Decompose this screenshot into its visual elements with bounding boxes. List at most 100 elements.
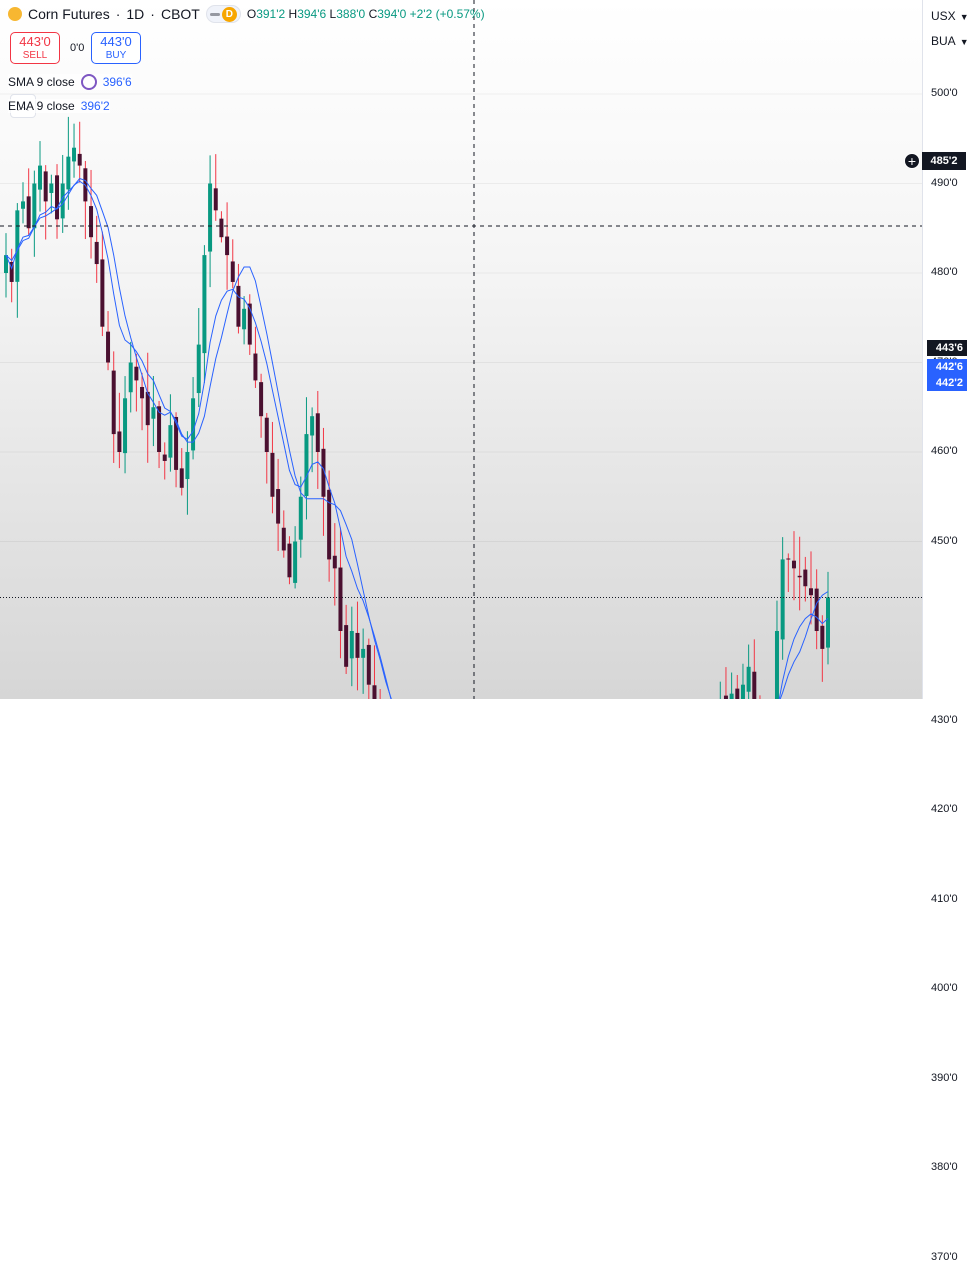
candle-body	[77, 153, 82, 166]
candle-body	[332, 555, 337, 569]
currency-selector[interactable]: USX ▼	[931, 9, 969, 23]
candle-body	[774, 631, 779, 699]
candle-body	[253, 353, 258, 381]
candle-body	[366, 644, 371, 685]
candle-body	[89, 206, 94, 238]
chevron-down-icon: ▼	[959, 12, 969, 22]
candle-body	[145, 391, 150, 426]
exchange-label: CBOT	[160, 6, 200, 22]
candle-body	[213, 188, 218, 211]
candle-body	[820, 625, 825, 649]
market-status-pill[interactable]: D	[205, 5, 241, 23]
candle-body	[808, 588, 813, 596]
candle-body	[26, 196, 31, 229]
candle-body	[38, 165, 43, 190]
candle-body	[208, 183, 213, 252]
price-chart[interactable]	[0, 0, 922, 699]
candle-body	[106, 331, 111, 363]
candle-body	[752, 671, 757, 699]
buy-button[interactable]: 443'0 BUY	[91, 32, 141, 64]
ema-price-label: 442'2	[927, 375, 967, 391]
candle-body	[814, 588, 819, 631]
candle-body	[60, 183, 65, 219]
chart-plot-area[interactable]	[0, 0, 922, 699]
interval-label[interactable]: 1D	[126, 6, 145, 22]
symbol-name[interactable]: Corn Futures	[28, 6, 110, 22]
candle-body	[826, 597, 830, 648]
open-value: 391'2	[256, 7, 286, 21]
candle-body	[94, 241, 99, 265]
candle-body	[32, 183, 37, 229]
indicator-ema[interactable]: EMA 9 close 396'2	[8, 99, 110, 113]
separator: ·	[150, 6, 155, 22]
high-value: 394'6	[297, 7, 327, 21]
candle-body	[803, 569, 808, 587]
candle-body	[298, 496, 303, 540]
ohlc-values: O391'2 H394'6 L388'0 C394'0 +2'2 (+0.57%…	[246, 7, 485, 21]
sell-label: SELL	[22, 50, 48, 61]
candle-body	[9, 261, 14, 282]
market-closed-icon	[209, 12, 220, 16]
candle-body	[191, 398, 196, 451]
price-tick-label: 460'0	[931, 445, 958, 457]
buy-price: 443'0	[100, 34, 132, 49]
candle-body	[729, 693, 734, 699]
candle-body	[4, 255, 8, 273]
sma-label: SMA 9 close	[8, 75, 75, 89]
corn-symbol-icon	[8, 7, 22, 21]
candle-body	[72, 147, 77, 162]
ema-value: 396'2	[80, 99, 110, 113]
candle-body	[349, 631, 354, 659]
price-tick-label: 380'0	[931, 1161, 958, 1173]
candle-body	[786, 558, 791, 560]
indicator-sma[interactable]: SMA 9 close 396'6	[8, 74, 132, 90]
price-tick-label: 450'0	[931, 534, 958, 547]
candle-body	[259, 382, 264, 417]
sma-line	[5, 177, 829, 699]
candle-body	[117, 431, 122, 452]
candle-body	[225, 236, 230, 256]
candle-body	[21, 201, 26, 209]
candle-body	[327, 489, 332, 560]
candle-body	[179, 468, 184, 488]
delayed-data-icon: D	[221, 6, 237, 22]
candle-body	[264, 417, 269, 452]
candle-body	[100, 259, 105, 327]
candle-body	[281, 527, 286, 551]
candle-body	[287, 543, 292, 578]
candle-body	[134, 366, 139, 381]
candle-body	[219, 218, 224, 238]
crosshair-price-label: 485'2	[922, 152, 966, 170]
price-tick-label: 390'0	[931, 1071, 958, 1084]
candle-body	[338, 567, 343, 631]
separator: ·	[115, 6, 121, 22]
unit-selector[interactable]: BUA ▼	[931, 34, 969, 48]
low-value: 388'0	[336, 7, 366, 21]
candle-body	[780, 559, 785, 640]
candle-body	[242, 308, 247, 330]
price-tick-label: 400'0	[931, 982, 958, 994]
candle-body	[304, 434, 309, 497]
candle-body	[66, 156, 71, 190]
candle-body	[310, 416, 315, 436]
candle-body	[236, 285, 241, 327]
sell-price: 443'0	[19, 34, 51, 49]
candle-body	[740, 684, 745, 699]
candle-body	[123, 398, 128, 454]
price-axis[interactable]: USX▼ BUA▼ 500'0490'0480'0470'0460'0450'0…	[922, 0, 977, 1263]
add-alert-plus-icon[interactable]: +	[904, 153, 920, 169]
price-tick-label: 500'0	[931, 87, 958, 99]
candle-body	[293, 541, 298, 583]
candle-body	[230, 261, 235, 282]
candle-body	[55, 175, 60, 220]
candle-body	[49, 183, 54, 193]
close-value: 394'0	[377, 7, 407, 21]
sell-button[interactable]: 443'0 SELL	[10, 32, 60, 64]
candle-body	[321, 448, 326, 497]
candle-body	[202, 255, 207, 354]
price-tick-label: 370'0	[931, 1250, 958, 1263]
candle-body	[168, 425, 173, 458]
candle-body	[361, 648, 366, 658]
price-tick-label: 490'0	[931, 176, 958, 189]
candle-body	[735, 688, 740, 699]
